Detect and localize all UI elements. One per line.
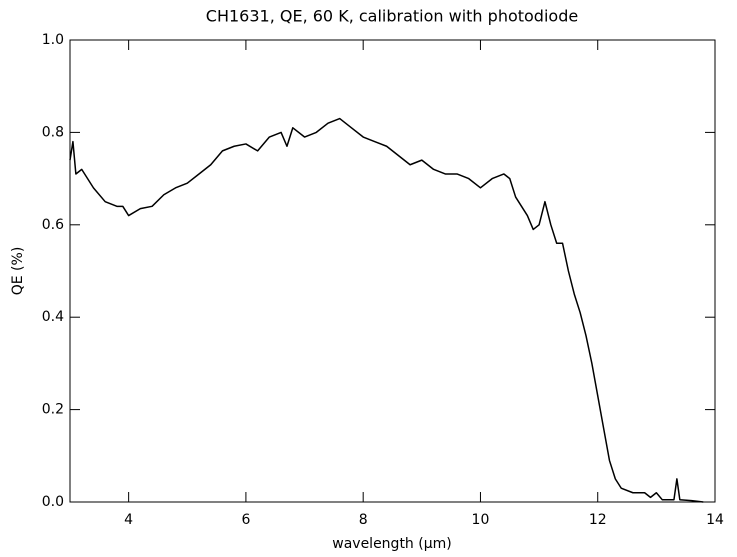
x-tick-label: 6 bbox=[241, 512, 250, 528]
y-tick-label: 0.4 bbox=[42, 309, 64, 325]
y-tick-label: 1.0 bbox=[42, 32, 64, 48]
x-tick-label: 4 bbox=[124, 512, 133, 528]
chart-title: CH1631, QE, 60 K, calibration with photo… bbox=[206, 7, 578, 26]
data-line bbox=[69, 117, 704, 503]
plot-frame bbox=[69, 39, 716, 503]
y-tick-label: 0.0 bbox=[42, 494, 64, 510]
y-tick-label: 0.8 bbox=[42, 124, 64, 140]
y-tick-label: 0.6 bbox=[42, 217, 64, 233]
y-tick-label: 0.2 bbox=[42, 402, 64, 418]
x-axis-label: wavelength (μm) bbox=[332, 536, 451, 552]
x-tick-label: 14 bbox=[706, 512, 724, 528]
y-axis-label: QE (%) bbox=[10, 247, 26, 296]
x-tick-label: 12 bbox=[589, 512, 607, 528]
x-tick-label: 8 bbox=[359, 512, 368, 528]
x-tick-label: 10 bbox=[472, 512, 490, 528]
